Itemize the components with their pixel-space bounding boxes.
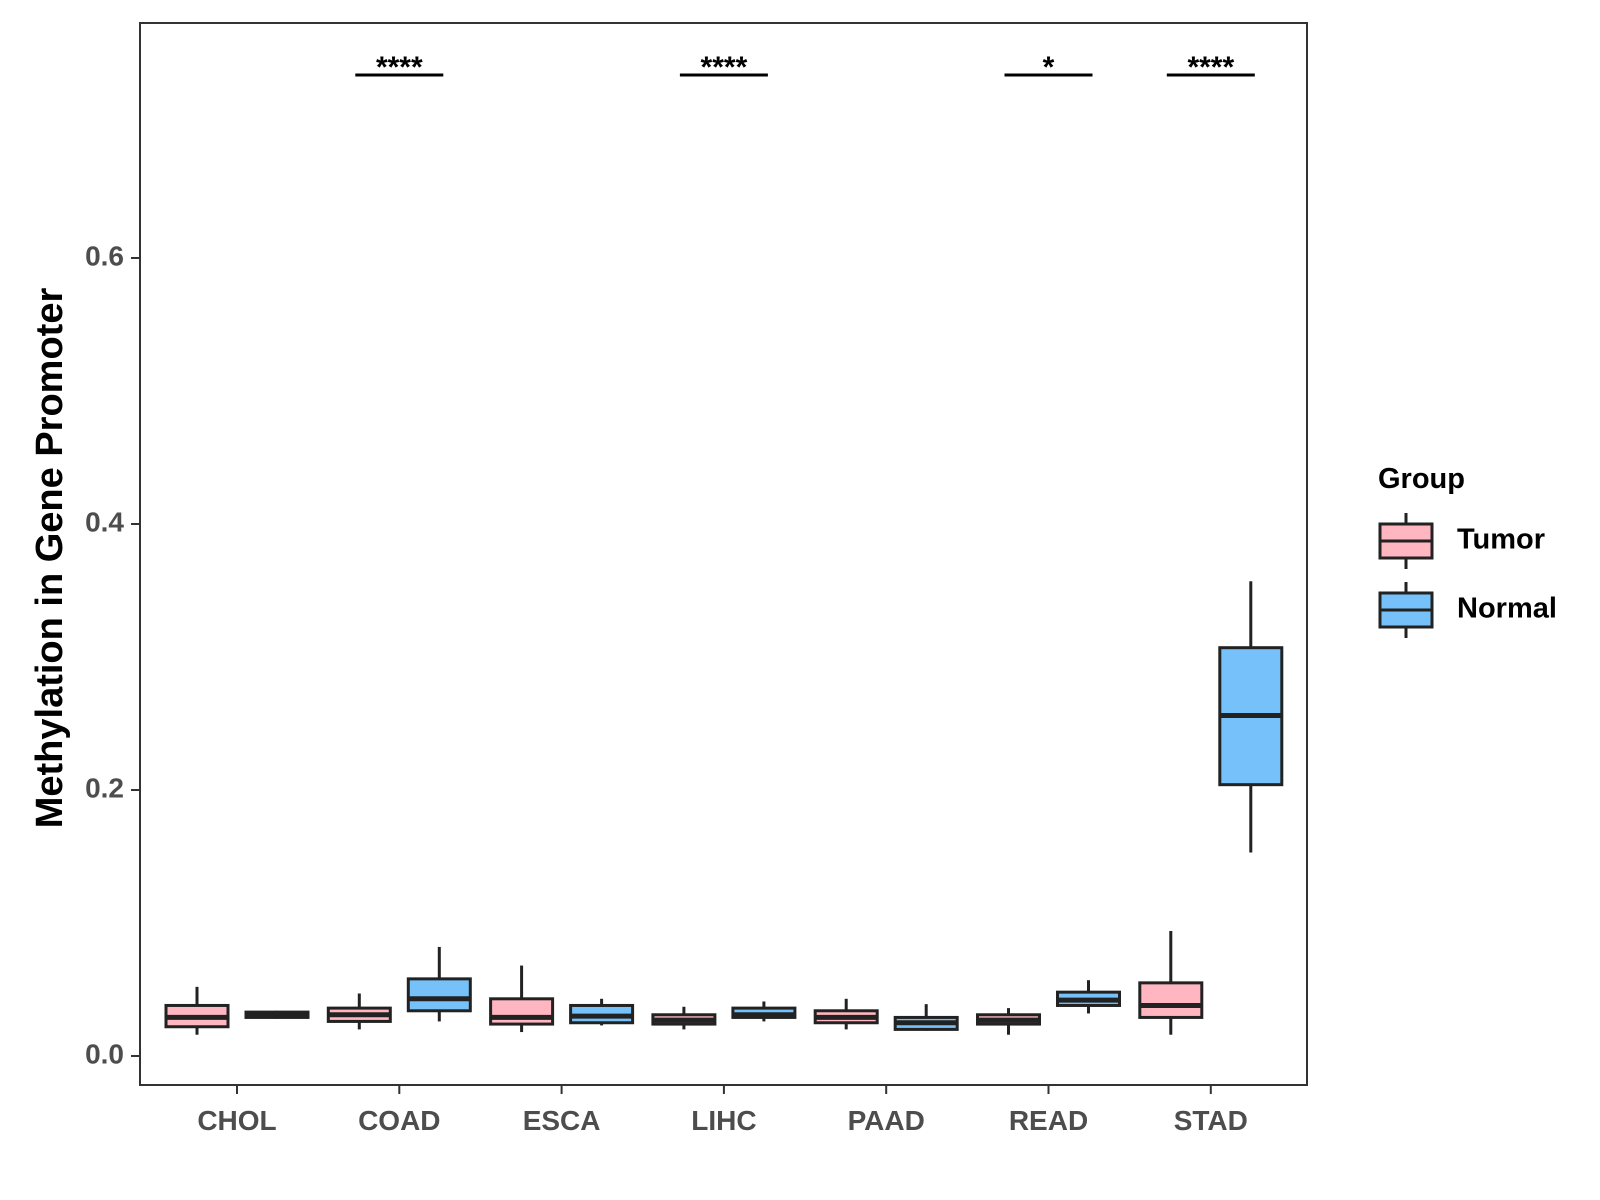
y-tick-label: 0.0: [85, 1038, 124, 1069]
box-normal-chol: [244, 1010, 310, 1019]
y-axis-title: Methylation in Gene Promoter: [29, 288, 71, 829]
box-normal-read: [1056, 980, 1121, 1014]
legend-entry-tumor: Tumor: [1378, 513, 1545, 569]
boxes-layer: [164, 581, 1284, 1035]
significance-label: *: [1043, 51, 1055, 84]
box-tumor-stad: [1138, 930, 1204, 1035]
x-tick-label: LIHC: [691, 1105, 756, 1136]
x-tick-label: STAD: [1174, 1105, 1248, 1136]
plot-panel: [139, 22, 1308, 1086]
box-tumor-chol: [164, 986, 230, 1035]
y-axis: 0.0 0.2 0.4 0.6: [85, 240, 140, 1069]
significance-label: ****: [1187, 51, 1234, 84]
box-iqr: [489, 997, 555, 1026]
significance-label: ****: [376, 51, 423, 84]
box-tumor-coad: [326, 993, 392, 1030]
legend-title: Group: [1378, 463, 1465, 495]
x-tick-label: COAD: [358, 1105, 440, 1136]
box-normal-lihc: [731, 1001, 797, 1022]
y-tick-label: 0.2: [85, 772, 124, 803]
box-normal-paad: [893, 1004, 959, 1031]
box-iqr: [406, 977, 472, 1013]
y-tick-label: 0.6: [85, 240, 124, 271]
x-tick-label: ESCA: [523, 1105, 601, 1136]
y-tick-label: 0.4: [85, 506, 124, 537]
x-tick-label: PAAD: [848, 1105, 925, 1136]
box-tumor-lihc: [651, 1006, 717, 1030]
x-tick-label: READ: [1009, 1105, 1088, 1136]
legend-label: Tumor: [1457, 524, 1545, 556]
x-tick-label: CHOL: [197, 1105, 276, 1136]
significance-layer: **** **** * ****: [355, 51, 1255, 84]
box-tumor-paad: [813, 998, 879, 1030]
box-iqr: [1138, 981, 1204, 1019]
box-tumor-esca: [489, 965, 555, 1033]
box-normal-stad: [1218, 581, 1284, 853]
legend-label: Normal: [1457, 593, 1557, 625]
box-tumor-read: [976, 1008, 1041, 1035]
legend: Group Tumor Normal: [1378, 463, 1557, 638]
legend-entry-normal: Normal: [1378, 582, 1557, 638]
x-axis: CHOL COAD ESCA LIHC PAAD READ STAD: [197, 1085, 1248, 1136]
box-normal-esca: [569, 998, 635, 1026]
box-normal-coad: [406, 946, 472, 1022]
significance-label: ****: [701, 51, 748, 84]
